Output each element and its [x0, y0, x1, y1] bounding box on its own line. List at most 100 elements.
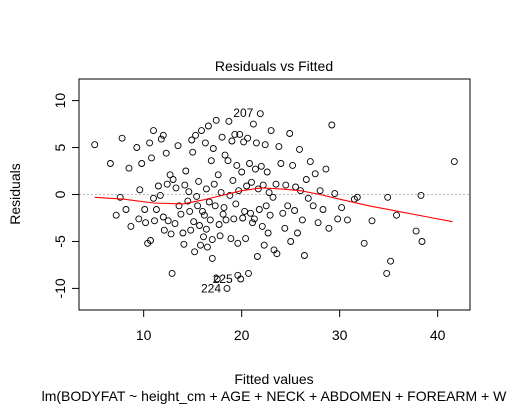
residual-point	[245, 269, 252, 277]
model-formula: lm(BODYFAT ~ height_cm + AGE + NECK + AB…	[42, 388, 508, 404]
y-tick-label: -10	[52, 278, 68, 298]
residual-point	[208, 254, 216, 262]
residual-point	[135, 215, 143, 223]
residual-point	[338, 204, 346, 212]
residual-point	[150, 127, 157, 135]
point-label: 207	[233, 106, 253, 120]
residual-point	[209, 145, 217, 152]
residual-point	[177, 210, 185, 218]
residual-point	[244, 134, 252, 142]
x-tick-label: 40	[430, 327, 446, 343]
residual-point	[204, 122, 212, 130]
residual-point	[203, 243, 211, 251]
residual-point	[106, 160, 114, 167]
residual-point	[418, 238, 426, 245]
residual-point	[258, 222, 266, 230]
residual-point	[218, 133, 226, 141]
residual-point	[255, 206, 263, 213]
residual-point	[154, 182, 162, 190]
residual-point	[294, 229, 301, 237]
residual-point	[206, 216, 214, 224]
residual-point	[180, 240, 188, 248]
y-axis-label: Residuals	[7, 163, 23, 224]
residual-point	[156, 191, 164, 199]
residual-point	[214, 171, 222, 179]
residual-point	[230, 215, 238, 223]
y-tick-label: -5	[52, 235, 68, 248]
residual-point	[275, 143, 283, 151]
residual-point	[133, 144, 141, 151]
residual-point	[169, 176, 177, 183]
residual-point	[236, 130, 244, 138]
residual-point	[164, 217, 172, 225]
residual-point	[304, 194, 312, 202]
residual-point	[223, 284, 231, 292]
residual-point	[263, 168, 271, 176]
residual-point	[302, 176, 310, 183]
residual-point	[393, 211, 400, 219]
residual-point	[190, 218, 198, 226]
x-axis-label: Fitted values	[234, 371, 313, 387]
residual-point	[222, 216, 230, 224]
residual-point	[136, 186, 144, 194]
residual-point	[159, 213, 167, 221]
residual-point	[201, 139, 209, 147]
residual-point	[287, 238, 295, 245]
residual-point	[267, 127, 275, 135]
residual-point	[311, 170, 319, 178]
residual-point	[360, 239, 368, 247]
residual-point	[353, 193, 361, 201]
residual-point	[266, 211, 274, 219]
y-tick-label: 10	[52, 93, 68, 109]
residual-point	[152, 206, 160, 213]
residual-point	[256, 110, 264, 118]
residual-point	[122, 206, 130, 213]
residual-point	[210, 180, 218, 188]
residual-point	[194, 202, 202, 210]
residual-point	[286, 130, 294, 137]
residual-point	[227, 235, 235, 243]
residual-point	[289, 161, 297, 169]
residual-point	[261, 141, 269, 149]
residual-point	[127, 222, 135, 230]
residual-point	[146, 139, 154, 147]
smooth-line	[94, 187, 453, 223]
residual-point	[259, 181, 267, 189]
residual-point	[202, 225, 210, 233]
point-label: 224	[201, 281, 221, 295]
residual-point	[162, 149, 170, 157]
residual-point	[208, 236, 216, 244]
residual-point	[257, 162, 265, 170]
residual-point	[211, 202, 219, 210]
residual-point	[282, 181, 290, 189]
residual-point	[334, 215, 342, 223]
residual-point	[200, 233, 207, 241]
residual-point	[167, 230, 175, 238]
residual-point	[450, 158, 458, 166]
residual-point	[316, 187, 324, 195]
residual-point	[264, 229, 272, 237]
residual-point	[148, 154, 155, 162]
residual-point	[249, 219, 256, 227]
x-tick-label: 30	[332, 327, 348, 343]
residual-point	[306, 158, 314, 166]
residual-point	[157, 135, 165, 143]
residual-point	[207, 157, 215, 165]
residual-point	[112, 211, 120, 219]
residual-point	[368, 217, 376, 225]
residual-point	[224, 157, 232, 165]
point-label: 225	[213, 272, 233, 286]
residual-point	[238, 168, 246, 176]
residual-point	[213, 275, 221, 283]
x-axis: 10 20 30 40	[136, 309, 446, 343]
residual-point	[269, 193, 277, 201]
residual-point	[116, 193, 124, 201]
residual-point	[247, 209, 254, 217]
residual-point	[150, 194, 157, 202]
residual-point	[159, 131, 167, 139]
residual-point	[384, 193, 392, 201]
residual-point	[229, 176, 237, 184]
y-tick-label: 0	[52, 190, 68, 198]
residual-point	[309, 202, 317, 210]
